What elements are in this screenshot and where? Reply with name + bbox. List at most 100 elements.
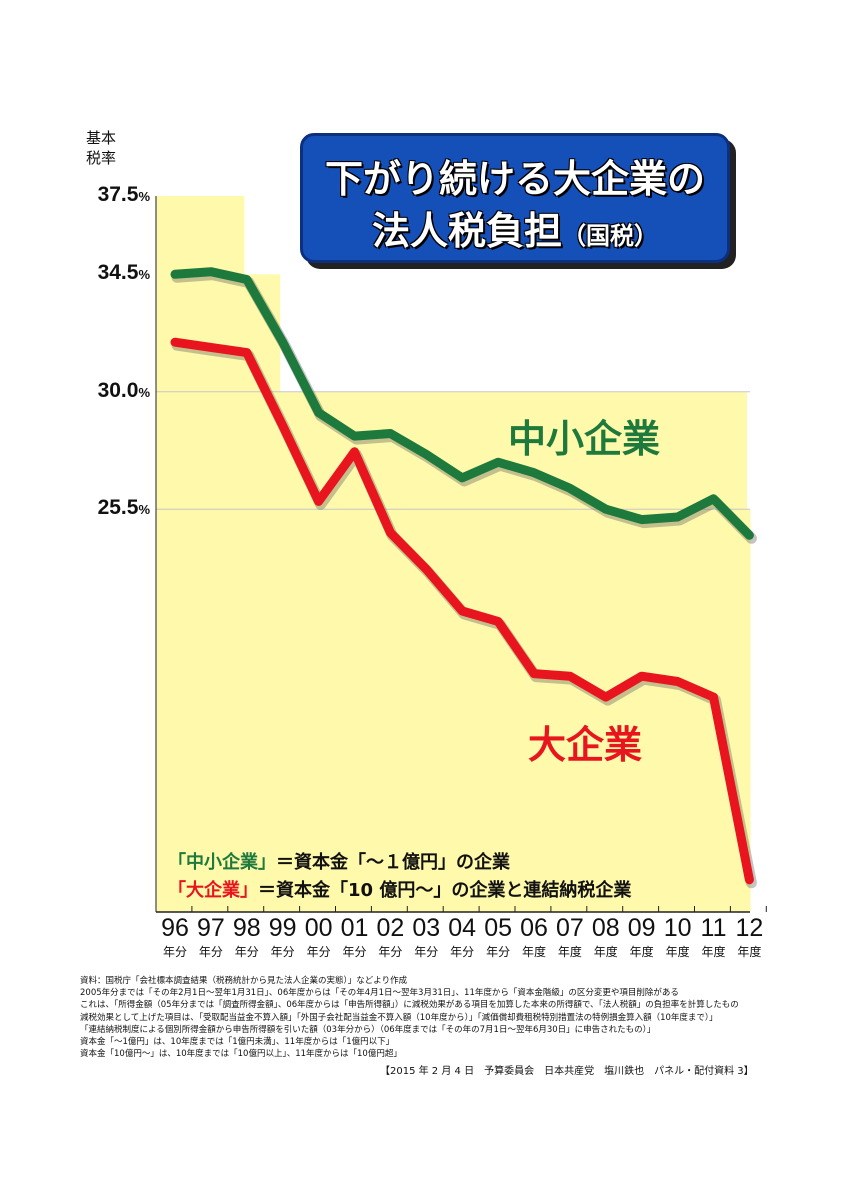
x-tick-year: 04 (448, 914, 477, 942)
x-tick-label: 99 年分 (265, 912, 301, 960)
definition-sme-term: 「中小企業」 (168, 852, 276, 873)
y-tick-unit: % (138, 189, 150, 204)
sme-line-point (425, 453, 428, 456)
x-tick-suffix: 年分 (414, 945, 439, 959)
basic-rate-step (746, 509, 751, 912)
sme-line-point (533, 471, 535, 474)
x-tick-year: 02 (376, 914, 405, 942)
definition-large-term: 「大企業」 (168, 880, 258, 901)
x-tick-suffix: 年度 (557, 945, 582, 959)
source-notes: 資料：国税庁「会社標本調査結果（税務統計から見た法人企業の実態）」などより作成 … (80, 975, 780, 1060)
sme-line-point (640, 518, 643, 521)
x-tick-year: 09 (627, 914, 656, 942)
x-tick-suffix: 年分 (234, 945, 259, 959)
x-tick-label: 01 年分 (337, 912, 373, 960)
series-label-sme: 中小企業 (508, 417, 661, 461)
x-tick-year: 05 (484, 914, 512, 942)
basic-rate-step (674, 391, 712, 912)
large-company-line-point (712, 696, 715, 699)
y-tick-label: 25.5% (68, 496, 150, 520)
basic-rate-step (423, 391, 460, 912)
large-company-line-point (389, 531, 392, 534)
note-line: 資本金「10億円～」は、10年度までは「10億円以上」、11年度からは「10億円… (80, 1049, 402, 1060)
chart-title-sub: （国税） (562, 222, 658, 250)
x-tick-label: 05 年分 (480, 912, 516, 960)
large-company-line-point (461, 609, 464, 612)
basic-rate-step (495, 391, 532, 912)
large-company-line-point (281, 424, 284, 427)
sme-line-point (317, 411, 320, 414)
basic-rate-step (243, 274, 281, 912)
x-tick-label: 00 年分 (301, 912, 337, 960)
sme-line-point (568, 487, 571, 490)
definition-sme: 「中小企業」＝資本金「～１億円」の企業 (168, 848, 510, 874)
sme-line-point (281, 341, 284, 344)
basic-rate-step (156, 196, 209, 912)
basic-rate-step (566, 391, 604, 912)
sme-line-point (676, 516, 679, 519)
x-tick-suffix: 年分 (450, 945, 475, 959)
large-company-line-point (568, 675, 571, 678)
x-tick-suffix: 年分 (306, 945, 331, 959)
x-tick-label: 09 年度 (624, 912, 660, 960)
y-axis-label: 基本 税率 (86, 129, 117, 167)
basic-rate-step (351, 391, 388, 912)
gridlines (156, 391, 750, 510)
basic-rate-step (387, 391, 424, 912)
x-tick-label: 96 年分 (157, 912, 193, 960)
x-tick-suffix: 年分 (270, 945, 295, 959)
large-company-line-point (748, 878, 751, 881)
series-lines (170, 267, 757, 889)
sme-line-point (712, 497, 715, 500)
note-line: 資料：国税庁「会社標本調査結果（税務統計から見た法人企業の実態）」などより作成 (80, 976, 408, 986)
x-tick-year: 99 (268, 914, 297, 942)
x-tick-suffix: 年分 (198, 945, 223, 959)
basic-rate-step (602, 391, 640, 912)
x-tick-label: 10 年度 (660, 912, 696, 960)
x-tick-label: 07 年度 (552, 912, 588, 960)
x-tick-year: 00 (304, 914, 333, 942)
y-tick-unit: % (138, 502, 150, 518)
sme-line-point (353, 435, 356, 438)
large-company-line-point (676, 680, 679, 683)
x-tick-year: 98 (232, 914, 261, 942)
y-tick-value: 37.5 (97, 183, 139, 206)
basic-rate-step (279, 391, 317, 912)
x-tick-label: 08 年度 (588, 912, 624, 960)
y-tick-label: 37.5% (68, 183, 150, 207)
sme-line-point (245, 278, 248, 281)
large-company-line-point (353, 450, 356, 453)
note-line: 「連結納税制度による個別所得金額から申告所得額を引いた額（03年分から）（06年… (80, 1024, 656, 1035)
x-tick-year: 10 (663, 914, 692, 942)
definition-large: 「大企業」＝資本金「10 億円～」の企業と連結納税企業 (168, 876, 631, 902)
chart-title-main: 法人税負担 (371, 209, 562, 253)
x-tick-suffix: 年度 (665, 945, 690, 959)
y-tick-label: 34.5% (68, 261, 150, 285)
note-line: 資本金「～1億円」は、10年度までは「1億円未満」、11年度からは「1億円以下」 (80, 1037, 395, 1048)
x-tick-label: 11 年度 (696, 912, 732, 960)
x-tick-label: 12 年度 (731, 912, 767, 960)
x-tick-suffix: 年度 (521, 945, 546, 959)
large-company-line-point (604, 696, 607, 699)
large-company-line-point (209, 346, 212, 349)
x-tick-year: 97 (196, 914, 225, 942)
x-tick-suffix: 年分 (162, 945, 187, 959)
x-tick-year: 11 (700, 914, 727, 942)
x-tick-label: 06 年度 (516, 912, 552, 960)
large-company-line-point (174, 341, 176, 344)
series-label-large: 大企業 (528, 723, 643, 767)
x-tick-year: 08 (591, 914, 620, 942)
y-tick-value: 34.5 (97, 261, 139, 285)
y-tick-value: 30.0 (97, 378, 139, 402)
large-company-line-point (497, 620, 500, 623)
x-axis (155, 196, 767, 913)
x-tick-suffix: 年度 (629, 945, 654, 959)
x-tick-label: 03 年分 (408, 912, 444, 960)
sme-line-point (497, 461, 500, 464)
basic-rate-area (156, 196, 751, 912)
sme-line-point (604, 508, 607, 511)
note-line: 2005年分までは「その年2月1日～翌年1月31日」、06年度からは「その年4月… (80, 988, 679, 999)
sme-line-point (209, 270, 212, 273)
x-tick-suffix: 年度 (593, 945, 618, 959)
